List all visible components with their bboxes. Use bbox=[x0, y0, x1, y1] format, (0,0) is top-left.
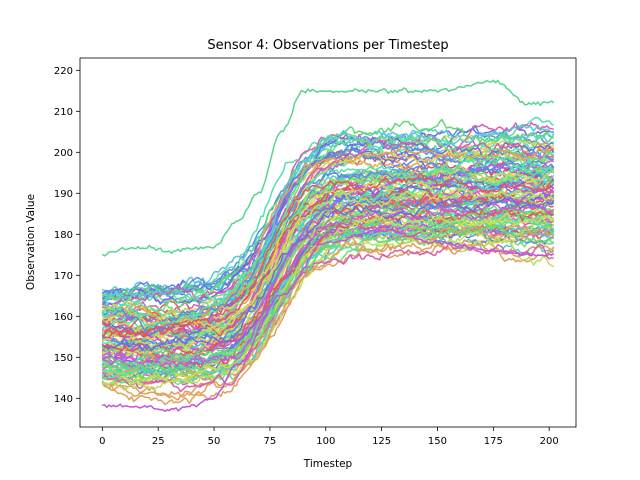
y-tick-label: 180 bbox=[54, 230, 73, 241]
y-tick-label: 170 bbox=[54, 271, 73, 282]
y-tick-label: 190 bbox=[54, 189, 73, 200]
x-tick-label: 100 bbox=[316, 436, 335, 447]
series-line bbox=[101, 205, 555, 369]
series-line bbox=[102, 130, 555, 299]
series-line bbox=[101, 190, 555, 338]
series-line bbox=[101, 146, 554, 328]
series-line bbox=[102, 219, 554, 385]
chart-title: Sensor 4: Observations per Timestep bbox=[207, 38, 448, 53]
y-tick-label: 150 bbox=[54, 353, 73, 364]
series-line bbox=[101, 168, 555, 309]
x-tick-label: 175 bbox=[484, 436, 503, 447]
y-tick-label: 140 bbox=[54, 394, 73, 405]
series-line bbox=[101, 230, 555, 389]
x-tick-label: 125 bbox=[372, 436, 391, 447]
highlight-series-line bbox=[102, 228, 555, 413]
y-axis: 140 150 160 170 180 190 200 210 220 bbox=[54, 66, 80, 405]
x-tick-label: 50 bbox=[208, 436, 221, 447]
x-tick-label: 0 bbox=[99, 436, 105, 447]
series-line bbox=[101, 143, 554, 299]
x-tick-label: 25 bbox=[152, 436, 165, 447]
plot-frame bbox=[79, 57, 577, 428]
y-tick-label: 160 bbox=[54, 312, 73, 323]
series-line bbox=[102, 124, 555, 302]
x-axis-label: Timestep bbox=[303, 458, 353, 470]
series-line bbox=[102, 165, 555, 328]
highlight-series-line bbox=[101, 79, 555, 257]
series-line bbox=[101, 157, 554, 328]
x-tick-label: 200 bbox=[540, 436, 559, 447]
y-axis-label: Observation Value bbox=[25, 194, 37, 290]
series-line bbox=[101, 146, 554, 297]
x-tick-label: 75 bbox=[264, 436, 277, 447]
series-line bbox=[101, 165, 555, 313]
series-line bbox=[101, 136, 554, 309]
series-line bbox=[101, 197, 555, 352]
series-group bbox=[101, 79, 555, 413]
series-line bbox=[101, 169, 554, 341]
y-tick-label: 220 bbox=[54, 66, 73, 77]
x-tick-label: 150 bbox=[428, 436, 447, 447]
series-line bbox=[102, 242, 554, 393]
x-axis: 0 25 50 75 100 125 150 175 200 bbox=[99, 427, 559, 447]
y-tick-label: 200 bbox=[54, 148, 73, 159]
series-line bbox=[102, 223, 554, 373]
series-line bbox=[101, 187, 555, 351]
series-line bbox=[102, 225, 555, 397]
y-tick-label: 210 bbox=[54, 107, 73, 118]
series-line bbox=[102, 173, 555, 338]
series-line bbox=[102, 206, 555, 376]
